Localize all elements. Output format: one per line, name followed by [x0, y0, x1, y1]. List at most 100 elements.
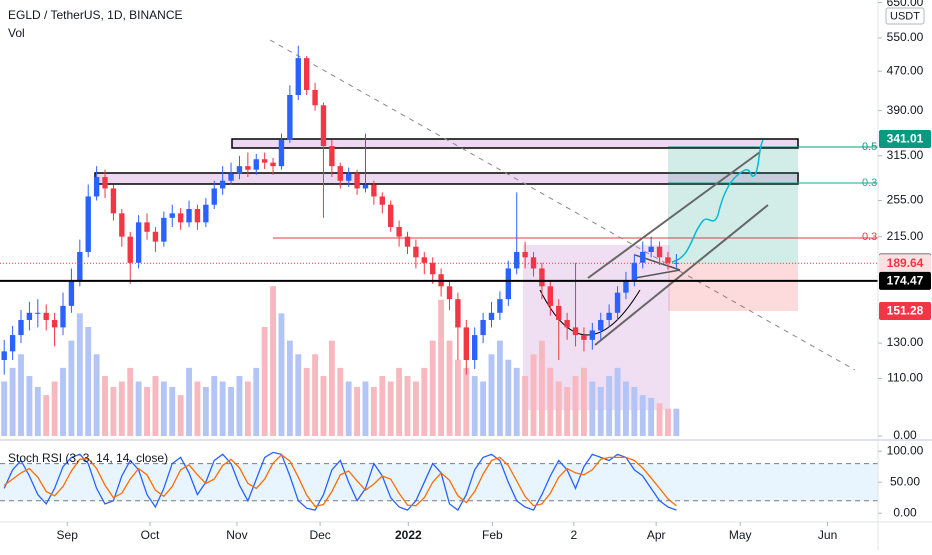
x-tick-label: Nov	[226, 528, 247, 542]
candle-body	[581, 335, 587, 340]
candle-body	[539, 268, 545, 287]
candle-body	[673, 262, 680, 264]
candle-body	[404, 236, 411, 247]
volume-bar	[547, 367, 554, 436]
candle-body	[455, 299, 461, 328]
candle-body	[480, 319, 486, 336]
volume-bar	[623, 381, 629, 436]
volume-bar	[68, 340, 75, 436]
y-tick-label: 550.00	[887, 30, 924, 44]
y-tick-label: 215.00	[887, 229, 924, 243]
stop-zone	[668, 263, 798, 311]
candle-body	[379, 196, 385, 205]
volume-bar	[177, 395, 184, 436]
volume-bar	[362, 381, 369, 436]
volume-bar	[513, 367, 520, 436]
volume-bar	[186, 367, 192, 436]
candle-body	[35, 312, 41, 314]
volume-tick-label: 0.00	[893, 428, 917, 442]
volume-bar	[34, 386, 41, 436]
candle-body	[144, 222, 150, 232]
volume-bar	[286, 340, 293, 436]
volume-bar	[631, 386, 638, 436]
candle-body	[463, 327, 469, 361]
candle-body	[362, 184, 369, 189]
candle-body	[556, 305, 562, 320]
candle-body	[245, 166, 251, 170]
candle-body	[547, 286, 554, 306]
volume-bar	[76, 313, 83, 436]
candle-body	[388, 204, 394, 228]
currency-box[interactable]	[885, 7, 925, 25]
candle-body	[564, 319, 570, 328]
x-tick-label: Sep	[57, 528, 79, 542]
x-tick-label: Jun	[818, 528, 837, 542]
y-tick-label: 390.00	[887, 103, 924, 117]
volume-bar	[387, 381, 394, 436]
candle-body	[9, 335, 16, 352]
volume-bar	[144, 386, 150, 436]
candle-body	[472, 335, 478, 361]
indicator-title: Stoch RSI (3, 3, 14, 14, close)	[8, 451, 168, 465]
volume-bar	[639, 395, 646, 436]
volume-bar	[354, 386, 361, 436]
y-tick-label: 255.00	[887, 193, 924, 207]
candle-body	[253, 159, 259, 170]
volume-bar	[564, 386, 571, 436]
candle-body	[152, 231, 159, 242]
volume-bar	[118, 381, 125, 436]
volume-bar	[312, 354, 319, 436]
volume-bar	[93, 354, 100, 436]
candle-body	[219, 180, 226, 189]
candle-body	[656, 246, 663, 258]
candle-body	[505, 268, 512, 300]
candle-body	[606, 312, 612, 320]
volume-bar	[60, 367, 66, 436]
volume-bar	[665, 408, 671, 436]
volume-bar	[589, 381, 596, 436]
candle-body	[194, 209, 201, 223]
volume-bar	[295, 354, 302, 436]
volume-bar	[530, 354, 537, 436]
candle-body	[135, 222, 142, 263]
volume-bar	[648, 397, 655, 436]
volume-bar	[211, 376, 218, 436]
trend-line	[269, 39, 856, 371]
price-label: 151.28	[887, 304, 924, 318]
volume-bar	[463, 367, 470, 436]
channel-line	[587, 151, 761, 279]
price-label: 174.47	[887, 274, 924, 288]
fib-label: 0.3	[862, 177, 877, 189]
volume-bar	[194, 381, 201, 436]
candle-body	[127, 236, 133, 263]
candle-body	[203, 204, 209, 223]
candle-body	[421, 257, 427, 263]
candle-body	[236, 166, 243, 174]
volume-bar	[152, 376, 159, 436]
candle-body	[640, 251, 646, 263]
volume-bar	[253, 367, 260, 436]
indicator-tick-label: 50.00	[890, 474, 920, 488]
volume-bar	[396, 367, 403, 436]
candle-body	[396, 227, 402, 237]
volume-bar	[51, 381, 58, 436]
candle-body	[665, 257, 671, 263]
candle-body	[312, 90, 318, 106]
candle-body	[77, 251, 83, 281]
price-label-box	[879, 271, 931, 290]
marks	[0, 45, 878, 512]
volume-bar	[580, 367, 587, 436]
volume-bar	[337, 367, 344, 436]
candle-body	[446, 286, 453, 300]
candle-body	[430, 262, 436, 275]
volume-bar	[9, 367, 16, 436]
channel-line	[594, 204, 769, 346]
currency[interactable]: USDT	[890, 10, 920, 22]
candle-body	[589, 330, 596, 340]
candle-body	[261, 159, 268, 163]
candle-body	[43, 312, 49, 320]
volume-bar	[236, 376, 243, 436]
y-tick-label: 130.00	[887, 335, 924, 349]
candle-body	[295, 58, 301, 95]
